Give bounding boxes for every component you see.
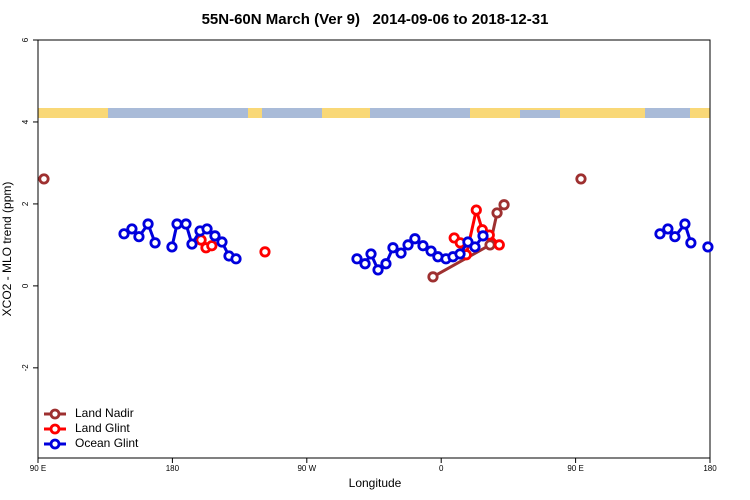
series (118, 218, 714, 276)
data-point (372, 264, 384, 276)
legend-label: Land Nadir (75, 406, 134, 420)
legend-label: Ocean Glint (75, 436, 139, 450)
data-point (409, 233, 421, 245)
map-strip (38, 108, 710, 118)
data-point (425, 245, 437, 257)
legend-label: Land Glint (75, 421, 130, 435)
data-point (259, 246, 271, 258)
ocean-strip (645, 108, 690, 118)
data-point (216, 236, 228, 248)
data-point (230, 253, 242, 265)
data-point (118, 228, 130, 240)
data-point (395, 247, 407, 259)
data-point (171, 218, 183, 230)
series (195, 204, 505, 261)
data-point (142, 218, 154, 230)
y-tick-label: 6 (21, 37, 30, 42)
y-tick-label: 4 (21, 119, 30, 124)
data-point (469, 241, 481, 253)
data-point (575, 173, 587, 185)
data-point (417, 240, 429, 252)
y-tick-label: -2 (21, 364, 30, 372)
data-point (166, 241, 178, 253)
y-axis-label: XCO2 - MLO trend (ppm) (0, 182, 14, 317)
x-tick-label: 90 W (297, 464, 316, 473)
x-tick-label: 90 E (30, 464, 46, 473)
x-axis-label: Longitude (349, 476, 402, 490)
data-point (685, 237, 697, 249)
data-point (484, 239, 496, 251)
data-point (679, 218, 691, 230)
series (38, 173, 587, 283)
data-point (359, 258, 371, 270)
x-tick-label: 180 (703, 464, 717, 473)
ocean-strip (370, 108, 470, 118)
chart-title: 55N-60N March (Ver 9) 2014-09-06 to 2018… (202, 11, 549, 28)
data-point (38, 173, 50, 185)
data-point (470, 204, 482, 216)
ocean-strip (520, 110, 560, 118)
data-point (402, 239, 414, 251)
data-point (380, 258, 392, 270)
x-tick-label: 180 (166, 464, 180, 473)
ocean-strip (262, 108, 322, 118)
y-tick-label: 2 (21, 201, 30, 206)
data-point (491, 207, 503, 219)
data-point (654, 228, 666, 240)
data-point (186, 238, 198, 250)
data-point (133, 231, 145, 243)
data-point (454, 248, 466, 260)
data-point (351, 253, 363, 265)
data-point (427, 271, 439, 283)
data-point (662, 223, 674, 235)
data-point (702, 241, 714, 253)
data-point (365, 248, 377, 260)
data-point (126, 223, 138, 235)
data-point (493, 239, 505, 251)
legend-marker (49, 408, 61, 420)
ocean-strip (108, 108, 248, 118)
data-point (209, 230, 221, 242)
data-point (669, 231, 681, 243)
data-point (477, 230, 489, 242)
x-tick-label: 90 E (567, 464, 583, 473)
data-point (462, 236, 474, 248)
data-point (387, 242, 399, 254)
legend-marker (49, 438, 61, 450)
data-point (206, 240, 218, 252)
x-tick-label: 0 (439, 464, 444, 473)
data-point (180, 218, 192, 230)
data-point (149, 237, 161, 249)
legend-marker (49, 423, 61, 435)
data-point (498, 199, 510, 211)
data-point (201, 223, 213, 235)
y-tick-label: 0 (21, 283, 30, 288)
